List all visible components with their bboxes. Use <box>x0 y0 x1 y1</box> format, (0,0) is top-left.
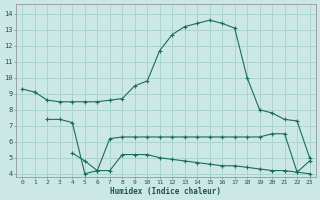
X-axis label: Humidex (Indice chaleur): Humidex (Indice chaleur) <box>110 187 221 196</box>
